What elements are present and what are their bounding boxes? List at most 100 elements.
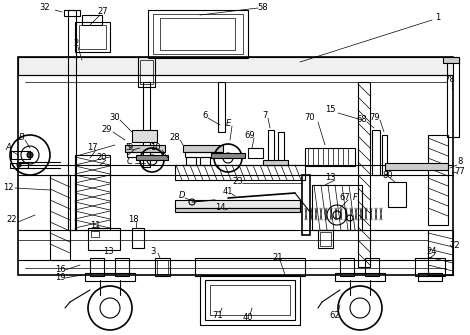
Bar bbox=[415, 258, 445, 276]
Bar bbox=[268, 130, 274, 165]
Text: 67: 67 bbox=[340, 194, 350, 202]
Bar bbox=[79, 25, 106, 49]
Bar bbox=[388, 182, 406, 207]
Bar bbox=[312, 185, 362, 230]
Bar bbox=[340, 258, 354, 276]
Text: 29: 29 bbox=[102, 126, 112, 134]
Text: B: B bbox=[19, 134, 25, 142]
Bar bbox=[75, 155, 110, 230]
Text: 80: 80 bbox=[383, 171, 393, 180]
Bar bbox=[428, 135, 448, 225]
Text: 71: 71 bbox=[213, 311, 223, 320]
Text: 27: 27 bbox=[98, 7, 108, 16]
Text: 17: 17 bbox=[86, 143, 97, 152]
Text: 72: 72 bbox=[450, 241, 460, 250]
Circle shape bbox=[17, 163, 21, 167]
Text: 20: 20 bbox=[97, 153, 107, 162]
Bar bbox=[132, 228, 144, 248]
Bar bbox=[428, 230, 453, 275]
Text: 14: 14 bbox=[215, 203, 225, 212]
Bar bbox=[115, 258, 129, 276]
Text: 78: 78 bbox=[445, 75, 455, 84]
Bar bbox=[132, 130, 157, 142]
Text: 70: 70 bbox=[305, 114, 315, 123]
Text: 9: 9 bbox=[127, 143, 133, 152]
Text: 15: 15 bbox=[325, 106, 335, 115]
Bar bbox=[443, 57, 459, 63]
Text: 3: 3 bbox=[150, 248, 156, 257]
Bar bbox=[320, 232, 331, 246]
Text: 11: 11 bbox=[90, 220, 100, 229]
Bar bbox=[382, 135, 387, 175]
Text: 32: 32 bbox=[39, 3, 50, 12]
Bar bbox=[18, 57, 453, 275]
Text: 8: 8 bbox=[457, 157, 462, 166]
Circle shape bbox=[27, 152, 33, 158]
Bar bbox=[64, 10, 80, 16]
Bar bbox=[186, 157, 196, 165]
Text: 40: 40 bbox=[243, 313, 253, 322]
Text: 58: 58 bbox=[258, 2, 268, 11]
Bar bbox=[91, 231, 99, 237]
Text: 77: 77 bbox=[454, 168, 465, 177]
Bar bbox=[175, 208, 300, 212]
Text: 13: 13 bbox=[325, 174, 335, 183]
Bar bbox=[90, 258, 104, 276]
Text: 10: 10 bbox=[150, 143, 160, 152]
Text: 69: 69 bbox=[245, 131, 255, 139]
Text: 1: 1 bbox=[435, 13, 441, 22]
Text: 28: 28 bbox=[170, 134, 180, 142]
Bar bbox=[143, 82, 150, 167]
Text: 19: 19 bbox=[55, 273, 65, 282]
Bar bbox=[11, 151, 30, 159]
Bar bbox=[148, 10, 248, 58]
Text: C: C bbox=[127, 157, 133, 166]
Bar bbox=[302, 175, 310, 235]
Text: 16: 16 bbox=[55, 266, 65, 274]
Bar bbox=[185, 152, 221, 157]
Bar bbox=[447, 57, 459, 137]
Bar bbox=[278, 132, 284, 162]
Bar bbox=[10, 163, 28, 168]
Bar bbox=[248, 148, 263, 158]
Bar bbox=[153, 14, 243, 54]
Bar bbox=[210, 285, 290, 315]
Bar bbox=[140, 60, 153, 84]
Bar bbox=[75, 22, 110, 52]
Bar bbox=[157, 260, 168, 274]
Bar bbox=[365, 258, 379, 276]
Text: 23: 23 bbox=[233, 178, 243, 187]
Bar bbox=[125, 145, 165, 152]
Text: 12: 12 bbox=[3, 184, 13, 193]
Text: 2: 2 bbox=[73, 40, 78, 49]
Bar bbox=[358, 82, 370, 267]
Bar bbox=[50, 175, 70, 260]
Bar bbox=[18, 57, 453, 75]
Text: 79: 79 bbox=[370, 114, 380, 123]
Bar bbox=[175, 165, 305, 180]
Text: D: D bbox=[179, 192, 185, 201]
Bar bbox=[88, 228, 120, 250]
Bar bbox=[211, 153, 245, 158]
Bar bbox=[263, 160, 288, 165]
Bar bbox=[200, 275, 300, 325]
Text: 30: 30 bbox=[110, 114, 120, 123]
Bar bbox=[218, 82, 225, 132]
Text: E: E bbox=[226, 119, 231, 128]
Text: 5: 5 bbox=[125, 143, 131, 152]
Text: 18: 18 bbox=[128, 215, 138, 224]
Bar bbox=[127, 152, 163, 157]
Text: F: F bbox=[352, 194, 358, 202]
Text: 62: 62 bbox=[329, 311, 340, 320]
Text: 6: 6 bbox=[202, 111, 208, 120]
Text: 13: 13 bbox=[102, 248, 113, 257]
Bar bbox=[160, 18, 235, 50]
Bar bbox=[136, 155, 168, 160]
Bar bbox=[305, 148, 355, 166]
Text: 21: 21 bbox=[273, 254, 283, 263]
Bar bbox=[205, 280, 295, 320]
Text: 22: 22 bbox=[7, 215, 17, 224]
Circle shape bbox=[347, 215, 353, 221]
Bar bbox=[335, 273, 385, 281]
Bar bbox=[195, 258, 305, 276]
